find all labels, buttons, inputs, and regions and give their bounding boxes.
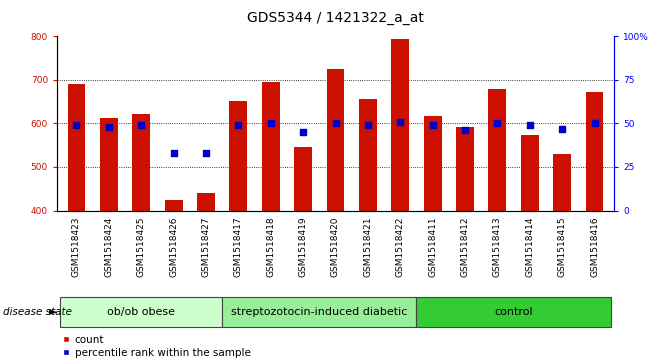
Text: GSM1518411: GSM1518411: [428, 216, 437, 277]
Bar: [222, 298, 417, 327]
Bar: [423, 115, 442, 211]
Bar: [132, 114, 150, 211]
Point: [168, 150, 179, 156]
Text: GSM1518420: GSM1518420: [331, 216, 340, 277]
Bar: [60, 298, 222, 327]
Text: GSM1518425: GSM1518425: [137, 216, 146, 277]
Bar: [164, 200, 183, 211]
Bar: [197, 193, 215, 211]
Point: [330, 121, 341, 126]
Text: GSM1518422: GSM1518422: [396, 216, 405, 277]
Point: [362, 122, 373, 128]
Text: ►: ►: [49, 307, 58, 317]
Text: GSM1518417: GSM1518417: [234, 216, 243, 277]
Point: [201, 150, 211, 156]
Bar: [262, 82, 280, 211]
Point: [71, 122, 82, 128]
Bar: [100, 118, 117, 211]
Legend: count, percentile rank within the sample: count, percentile rank within the sample: [62, 335, 250, 358]
Text: control: control: [495, 307, 533, 317]
Bar: [327, 69, 344, 211]
Text: streptozotocin-induced diabetic: streptozotocin-induced diabetic: [231, 307, 407, 317]
Point: [265, 121, 276, 126]
Bar: [554, 154, 571, 211]
Point: [103, 124, 114, 130]
Bar: [456, 127, 474, 211]
Point: [492, 121, 503, 126]
Bar: [68, 84, 85, 211]
Point: [298, 129, 309, 135]
Text: GSM1518413: GSM1518413: [493, 216, 502, 277]
Point: [395, 119, 406, 125]
Point: [136, 122, 146, 128]
Text: GSM1518424: GSM1518424: [105, 216, 113, 277]
Text: GSM1518415: GSM1518415: [558, 216, 566, 277]
Text: GSM1518419: GSM1518419: [299, 216, 307, 277]
Text: GSM1518427: GSM1518427: [201, 216, 211, 277]
Text: GSM1518423: GSM1518423: [72, 216, 81, 277]
Text: GSM1518421: GSM1518421: [364, 216, 372, 277]
Bar: [294, 147, 312, 211]
Text: disease state: disease state: [3, 307, 72, 317]
Bar: [229, 101, 248, 211]
Text: GSM1518414: GSM1518414: [525, 216, 534, 277]
Text: GSM1518412: GSM1518412: [460, 216, 470, 277]
Text: GSM1518426: GSM1518426: [169, 216, 178, 277]
Point: [233, 122, 244, 128]
Bar: [359, 99, 377, 211]
Bar: [488, 89, 507, 211]
Text: GDS5344 / 1421322_a_at: GDS5344 / 1421322_a_at: [247, 11, 424, 25]
Point: [557, 126, 568, 131]
Bar: [586, 92, 603, 211]
Text: GSM1518416: GSM1518416: [590, 216, 599, 277]
Text: ob/ob obese: ob/ob obese: [107, 307, 175, 317]
Point: [525, 122, 535, 128]
Bar: [417, 298, 611, 327]
Point: [427, 122, 438, 128]
Point: [460, 127, 470, 133]
Text: GSM1518418: GSM1518418: [266, 216, 275, 277]
Bar: [521, 135, 539, 211]
Bar: [391, 39, 409, 211]
Point: [589, 121, 600, 126]
